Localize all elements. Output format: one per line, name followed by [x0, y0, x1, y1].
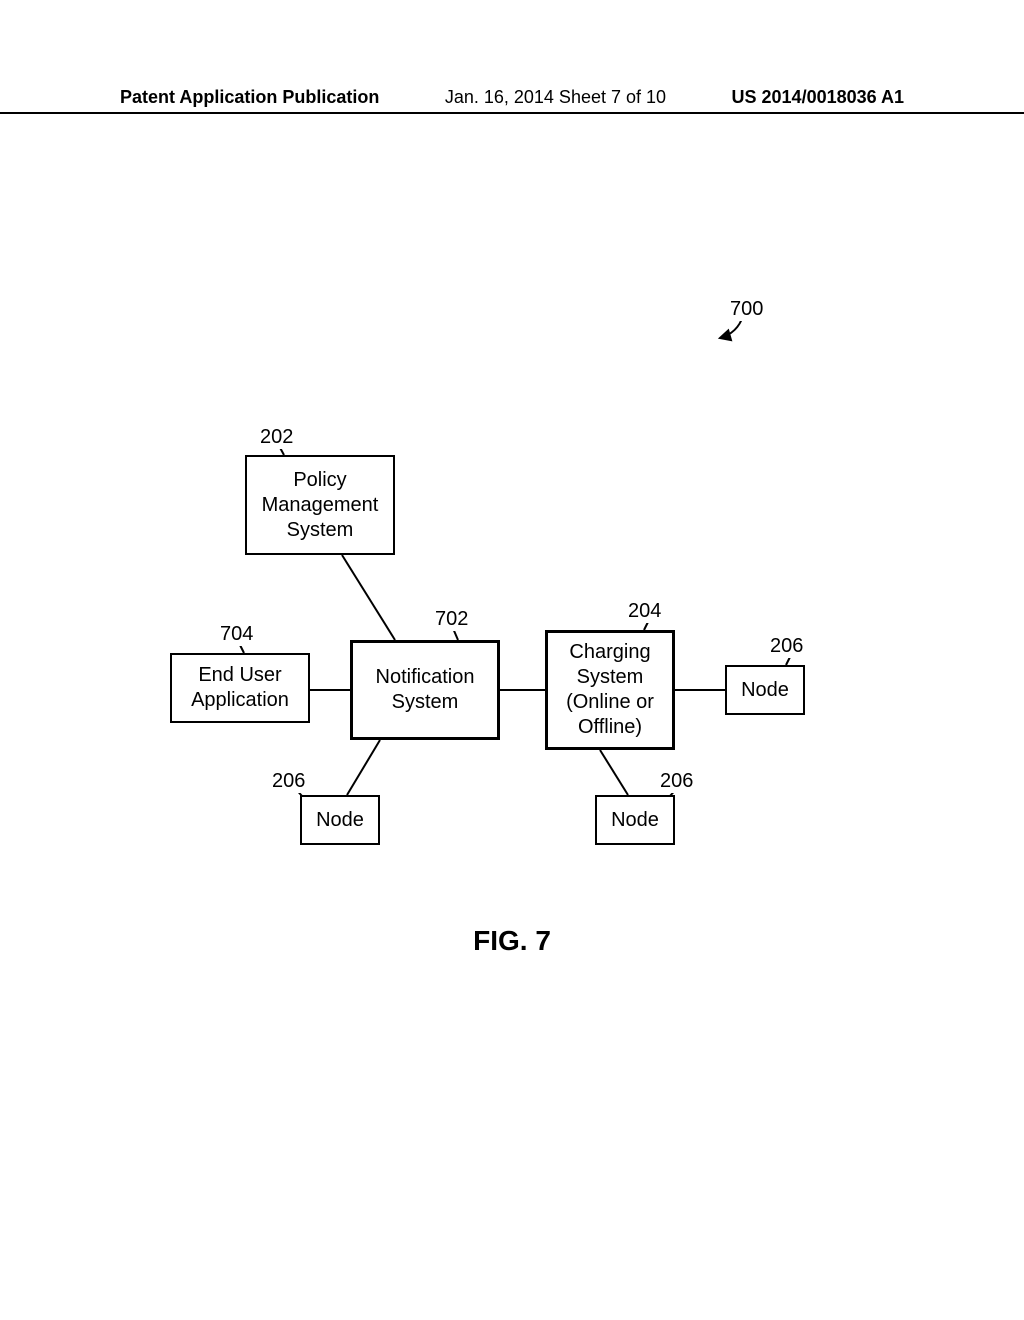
- ref-700: 700: [730, 298, 763, 321]
- connector-lines: [0, 0, 1024, 1320]
- ref-704: 704: [220, 623, 253, 646]
- end-user-application-box: End UserApplication: [170, 653, 310, 723]
- node-bl-label: Node: [316, 808, 364, 833]
- charging-system-box: ChargingSystem(Online orOffline): [545, 630, 675, 750]
- policy-management-system-box: PolicyManagementSystem: [245, 455, 395, 555]
- figure-label: FIG. 7: [473, 925, 551, 957]
- ref-202: 202: [260, 426, 293, 449]
- ref-206-br: 206: [660, 770, 693, 793]
- ref-206-right: 206: [770, 635, 803, 658]
- notification-label: NotificationSystem: [376, 665, 475, 715]
- ref-206-bl: 206: [272, 770, 305, 793]
- figure-diagram: PolicyManagementSystem NotificationSyste…: [0, 0, 1024, 1320]
- policy-label: PolicyManagementSystem: [262, 468, 379, 543]
- node-right-label: Node: [741, 678, 789, 703]
- ref-702: 702: [435, 608, 468, 631]
- charging-label: ChargingSystem(Online orOffline): [566, 640, 654, 740]
- node-bottom-left-box: Node: [300, 795, 380, 845]
- node-bottom-right-box: Node: [595, 795, 675, 845]
- notification-system-box: NotificationSystem: [350, 640, 500, 740]
- node-br-label: Node: [611, 808, 659, 833]
- enduser-label: End UserApplication: [191, 663, 289, 713]
- ref-204: 204: [628, 600, 661, 623]
- node-right-box: Node: [725, 665, 805, 715]
